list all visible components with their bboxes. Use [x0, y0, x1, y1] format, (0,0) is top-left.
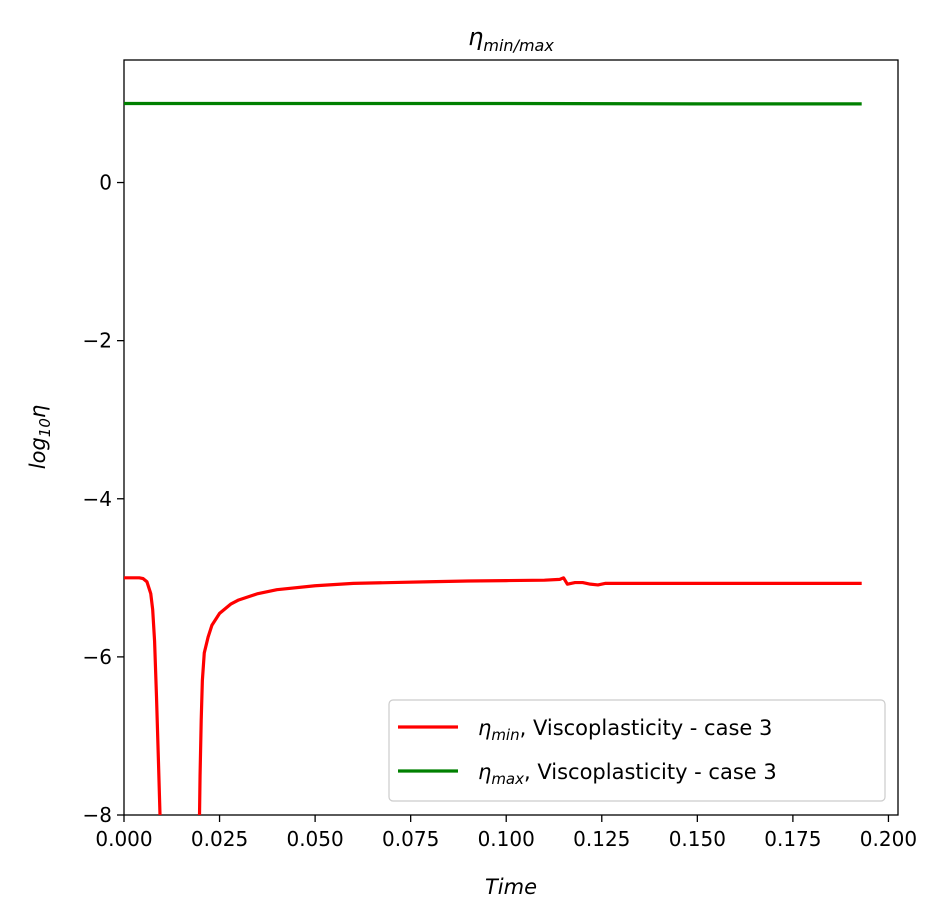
- x-tick-label: 0.025: [191, 827, 248, 851]
- legend: ηmin, Viscoplasticity - case 3 ηmax, Vis…: [388, 699, 886, 802]
- y-tick-label: −4: [83, 487, 112, 511]
- x-axis-ticks: 0.000 0.025 0.050 0.075 0.100 0.125 0.150 0.175…: [95, 815, 917, 851]
- legend-label-eta-max: ηmax, Viscoplasticity - case 3: [478, 760, 777, 788]
- x-tick-label: 0.075: [382, 827, 439, 851]
- plot-area-frame: [123, 59, 899, 816]
- x-tick-label: 0.150: [669, 827, 726, 851]
- y-axis-label: log10η: [26, 405, 54, 469]
- x-axis-label: Time: [485, 875, 537, 899]
- y-tick-label: 0: [99, 171, 112, 195]
- y-tick-label: −2: [83, 329, 112, 353]
- x-tick-label: 0.175: [764, 827, 821, 851]
- series-eta-min-line: [124, 576, 862, 815]
- x-tick-label: 0.000: [95, 827, 152, 851]
- legend-box: [388, 699, 886, 802]
- x-tick-label: 0.100: [478, 827, 535, 851]
- x-tick-label: 0.050: [286, 827, 343, 851]
- y-tick-label: −8: [83, 803, 112, 827]
- y-axis-ticks: −8 −6 −4 −2 0: [83, 171, 124, 827]
- chart-title: ηmin/max: [468, 23, 554, 55]
- x-tick-label: 0.125: [573, 827, 630, 851]
- y-tick-label: −6: [83, 645, 112, 669]
- legend-label-eta-min: ηmin, Viscoplasticity - case 3: [478, 716, 772, 744]
- x-tick-label: 0.200: [860, 827, 917, 851]
